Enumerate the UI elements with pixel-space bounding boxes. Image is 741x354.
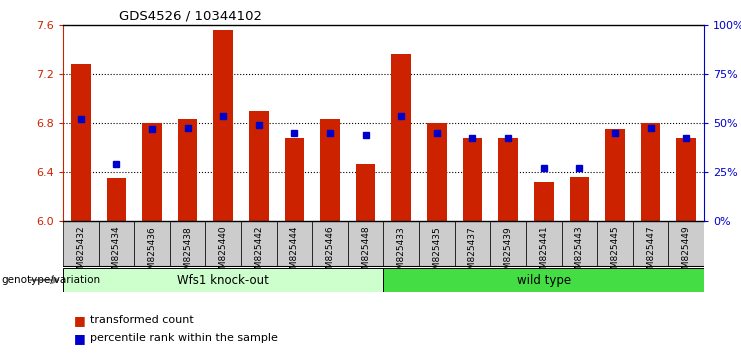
Text: ■: ■ (74, 314, 86, 327)
Bar (63, 268, 384, 292)
Text: ■: ■ (74, 332, 86, 344)
Bar (285, 138, 305, 221)
Bar (534, 182, 554, 221)
Bar (312, 221, 348, 267)
Bar (668, 221, 704, 267)
Text: Wfs1 knock-out: Wfs1 knock-out (177, 274, 269, 286)
Bar (419, 221, 455, 267)
Bar (99, 221, 134, 267)
Text: GSM825448: GSM825448 (361, 226, 370, 280)
Bar (427, 123, 447, 221)
Bar (462, 138, 482, 221)
Bar (205, 221, 241, 267)
Bar (641, 123, 660, 221)
Bar (562, 221, 597, 267)
Text: transformed count: transformed count (90, 315, 194, 325)
Bar (170, 221, 205, 267)
Bar (633, 221, 668, 267)
Bar (134, 221, 170, 267)
Bar (383, 268, 704, 292)
Bar (213, 30, 233, 221)
Bar (526, 221, 562, 267)
Bar (276, 221, 312, 267)
Text: GSM825439: GSM825439 (504, 226, 513, 281)
Text: wild type: wild type (516, 274, 571, 286)
Text: GSM825433: GSM825433 (396, 226, 406, 281)
Text: GSM825440: GSM825440 (219, 226, 227, 280)
Bar (348, 221, 384, 267)
Text: GSM825435: GSM825435 (433, 226, 442, 281)
Bar (383, 221, 419, 267)
Bar (570, 177, 589, 221)
Text: GSM825444: GSM825444 (290, 226, 299, 280)
Bar (241, 221, 276, 267)
Bar (142, 123, 162, 221)
Text: GSM825443: GSM825443 (575, 226, 584, 280)
Text: GSM825438: GSM825438 (183, 226, 192, 281)
Text: percentile rank within the sample: percentile rank within the sample (90, 333, 279, 343)
Bar (178, 119, 197, 221)
Text: GSM825445: GSM825445 (611, 226, 619, 280)
Bar (597, 221, 633, 267)
Text: GSM825442: GSM825442 (254, 226, 263, 280)
Bar (491, 221, 526, 267)
Bar (356, 164, 376, 221)
Text: genotype/variation: genotype/variation (1, 275, 101, 285)
Text: GSM825449: GSM825449 (682, 226, 691, 280)
Text: GDS4526 / 10344102: GDS4526 / 10344102 (119, 10, 262, 23)
Text: GSM825437: GSM825437 (468, 226, 477, 281)
Text: GSM825432: GSM825432 (76, 226, 85, 280)
Text: GSM825441: GSM825441 (539, 226, 548, 280)
Bar (498, 138, 518, 221)
Text: GSM825447: GSM825447 (646, 226, 655, 280)
Bar (249, 111, 269, 221)
Bar (63, 221, 99, 267)
Text: GSM825446: GSM825446 (325, 226, 334, 280)
Bar (391, 54, 411, 221)
Bar (455, 221, 491, 267)
Bar (71, 64, 90, 221)
Bar (107, 178, 126, 221)
Bar (677, 138, 696, 221)
Bar (320, 119, 340, 221)
Text: GSM825434: GSM825434 (112, 226, 121, 280)
Text: GSM825436: GSM825436 (147, 226, 156, 281)
Bar (605, 129, 625, 221)
